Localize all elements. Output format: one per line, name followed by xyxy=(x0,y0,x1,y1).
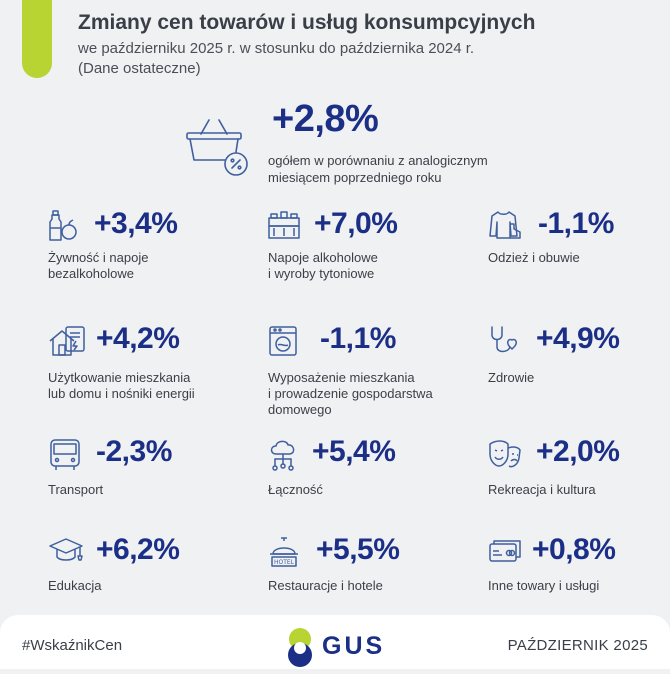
category-label-line-3: domowego xyxy=(268,402,332,417)
category-label-line-1: Inne towary i usługi xyxy=(488,578,600,593)
page-subtitle: we październiku 2025 r. w stosunku do pa… xyxy=(78,39,474,79)
hashtag: #WskaźnikCen xyxy=(22,637,123,654)
category-label: Napoje alkoholowe i wyroby tytoniowe xyxy=(268,250,453,282)
overall-description: ogółem w porównaniu z analogicznym miesi… xyxy=(268,152,528,186)
bus-icon xyxy=(50,439,80,470)
stethoscope-icon xyxy=(491,326,517,353)
category-value: -2,3% xyxy=(96,435,172,468)
subtitle-line-2: (Dane ostateczne) xyxy=(78,60,201,77)
gus-logo-icon xyxy=(288,628,312,667)
category-label-line-1: Transport xyxy=(48,482,104,497)
category-label: Zdrowie xyxy=(488,370,670,386)
page-title: Zmiany cen towarów i usług konsumpcyjnyc… xyxy=(78,11,536,34)
graduation-cap-icon xyxy=(49,538,83,561)
category-label-line-1: Restauracje i hotele xyxy=(268,578,383,593)
category-label-line-1: Łączność xyxy=(268,482,323,497)
category-label-line-2: i prowadzenie gospodarstwa xyxy=(268,386,433,401)
category-label-line-2: i wyroby tytoniowe xyxy=(268,266,375,281)
category-label-line-1: Rekreacja i kultura xyxy=(488,482,596,497)
category-label: Użytkowanie mieszkania lub domu i nośnik… xyxy=(48,370,233,402)
category-label: Transport xyxy=(48,482,233,498)
category-label-line-2: lub domu i nośniki energii xyxy=(48,386,195,401)
category-value: +2,0% xyxy=(536,435,620,468)
category-value: +5,4% xyxy=(312,435,396,468)
bottles-icon xyxy=(268,211,300,239)
category-label: Rekreacja i kultura xyxy=(488,482,670,498)
category-value: +0,8% xyxy=(532,533,616,566)
category-label: Inne towary i usługi xyxy=(488,578,670,594)
category-label: Łączność xyxy=(268,482,453,498)
category-label-line-1: Wyposażenie mieszkania xyxy=(268,370,415,385)
category-label: Wyposażenie mieszkania i prowadzenie gos… xyxy=(268,370,453,418)
category-value: +5,5% xyxy=(316,533,400,566)
subtitle-line-1: we październiku 2025 r. w stosunku do pa… xyxy=(78,40,475,57)
accent-bar xyxy=(22,0,52,78)
category-label-line-1: Edukacja xyxy=(48,578,102,593)
category-value: +4,9% xyxy=(536,322,620,355)
category-label: Restauracje i hotele xyxy=(268,578,453,594)
clothing-icon xyxy=(489,211,521,239)
category-value: +4,2% xyxy=(96,322,180,355)
cloud-connectivity-icon xyxy=(270,440,295,471)
washing-machine-icon xyxy=(269,326,297,356)
overall-value: +2,8% xyxy=(272,98,379,140)
category-label-line-1: Żywność i napoje xyxy=(48,250,149,265)
category-value: +7,0% xyxy=(314,207,398,240)
overall-desc-line-2: miesiącem poprzedniego roku xyxy=(268,170,442,185)
food-icon xyxy=(49,210,77,241)
category-label-line-1: Odzież i obuwie xyxy=(488,250,580,265)
gus-logo: GUS xyxy=(286,625,396,669)
theatre-masks-icon xyxy=(489,440,521,468)
category-value: +6,2% xyxy=(96,533,180,566)
category-value: -1,1% xyxy=(320,322,396,355)
cards-icon xyxy=(489,540,521,562)
category-label: Edukacja xyxy=(48,578,233,594)
category-value: -1,1% xyxy=(538,207,614,240)
house-energy-icon xyxy=(49,326,85,356)
svg-text:HOTEL: HOTEL xyxy=(274,559,295,566)
category-label-line-2: bezalkoholowe xyxy=(48,266,135,281)
logo-text: GUS xyxy=(322,632,386,660)
category-value: +3,4% xyxy=(94,207,178,240)
report-date: PAŹDZIERNIK 2025 xyxy=(507,637,648,654)
category-label-line-1: Zdrowie xyxy=(488,370,535,385)
category-label: Odzież i obuwie xyxy=(488,250,670,266)
footer: #WskaźnikCen GUS PAŹDZIERNIK 2025 xyxy=(0,615,670,669)
hotel-bell-icon: HOTEL xyxy=(270,537,298,567)
category-label-line-1: Użytkowanie mieszkania xyxy=(48,370,191,385)
category-label-line-1: Napoje alkoholowe xyxy=(268,250,378,265)
shopping-basket-percent-icon xyxy=(186,119,248,176)
overall-desc-line-1: ogółem w porównaniu z analogicznym xyxy=(268,153,488,168)
category-label: Żywność i napoje bezalkoholowe xyxy=(48,250,233,282)
